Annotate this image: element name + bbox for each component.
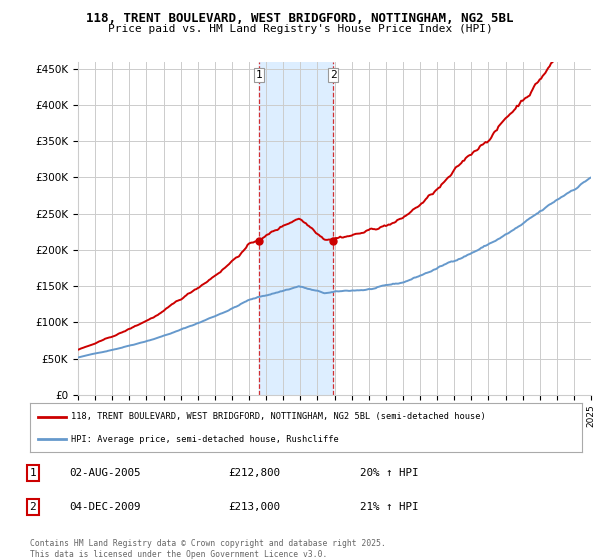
Text: 1: 1 xyxy=(256,70,262,80)
Bar xyxy=(259,62,333,395)
Text: Contains HM Land Registry data © Crown copyright and database right 2025.
This d: Contains HM Land Registry data © Crown c… xyxy=(30,539,386,559)
Text: HPI: Average price, semi-detached house, Rushcliffe: HPI: Average price, semi-detached house,… xyxy=(71,435,339,444)
Text: 20% ↑ HPI: 20% ↑ HPI xyxy=(360,468,419,478)
Text: £212,800: £212,800 xyxy=(228,468,280,478)
Text: 02-AUG-2005: 02-AUG-2005 xyxy=(69,468,140,478)
Text: 21% ↑ HPI: 21% ↑ HPI xyxy=(360,502,419,512)
Text: 2: 2 xyxy=(29,502,37,512)
Text: 118, TRENT BOULEVARD, WEST BRIDGFORD, NOTTINGHAM, NG2 5BL (semi-detached house): 118, TRENT BOULEVARD, WEST BRIDGFORD, NO… xyxy=(71,412,486,421)
Text: 2: 2 xyxy=(330,70,337,80)
Text: Price paid vs. HM Land Registry's House Price Index (HPI): Price paid vs. HM Land Registry's House … xyxy=(107,24,493,34)
Text: 1: 1 xyxy=(29,468,37,478)
Text: £213,000: £213,000 xyxy=(228,502,280,512)
Text: 118, TRENT BOULEVARD, WEST BRIDGFORD, NOTTINGHAM, NG2 5BL: 118, TRENT BOULEVARD, WEST BRIDGFORD, NO… xyxy=(86,12,514,25)
Text: 04-DEC-2009: 04-DEC-2009 xyxy=(69,502,140,512)
